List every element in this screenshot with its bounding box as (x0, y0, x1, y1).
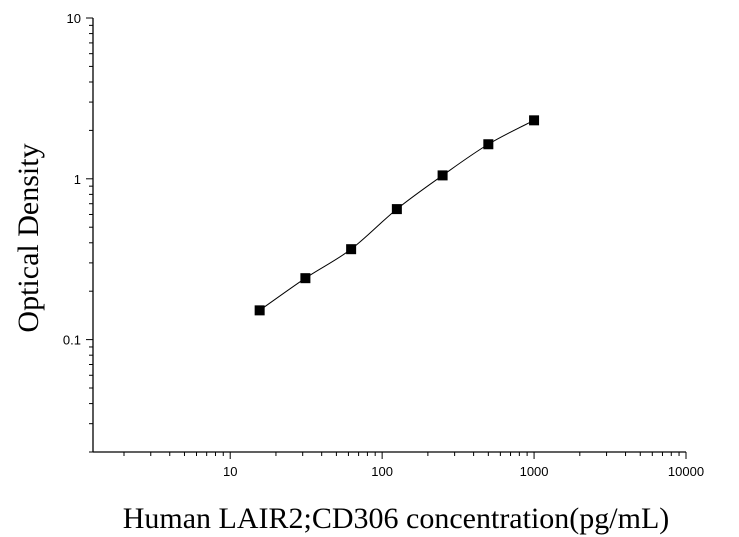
data-point (529, 115, 540, 126)
y-tick-label: 10 (67, 11, 81, 26)
data-point (346, 244, 357, 255)
x-axis-title: Human LAIR2;CD306 concentration(pg/mL) (123, 502, 670, 535)
x-tick-label: 100 (371, 464, 393, 479)
data-point (391, 204, 402, 215)
data-point (437, 170, 448, 181)
y-tick-label: 0.1 (63, 333, 81, 348)
axes: 10 100 1000 10000 0.1 1 10 (63, 11, 704, 479)
data-points (254, 115, 540, 316)
data-point (483, 139, 494, 150)
data-point (300, 273, 311, 284)
data-point (254, 305, 265, 316)
x-tick-label: 1000 (520, 464, 549, 479)
y-axis-title: Optical Density (12, 143, 45, 332)
x-tick-label: 10000 (668, 464, 704, 479)
y-tick-label: 1 (74, 172, 81, 187)
x-tick-label: 10 (223, 464, 237, 479)
